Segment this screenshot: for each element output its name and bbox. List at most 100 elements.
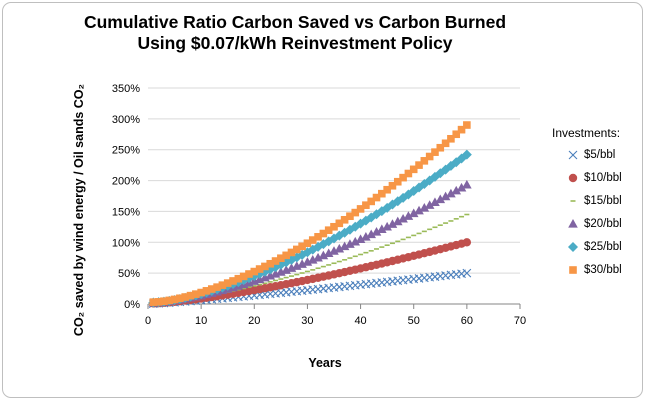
data-point [355,234,366,244]
x-axis-label: Years [308,356,342,370]
data-point [261,262,269,271]
data-point [250,267,259,276]
data-point [446,188,456,198]
data-point [356,205,365,213]
data-point [387,219,398,228]
data-point [218,281,227,289]
legend-label: $20/bbl [584,218,622,230]
data-point [346,212,354,221]
data-point [176,294,184,303]
data-point [314,233,322,241]
data-point [456,182,467,192]
x-tick-label: 30 [301,315,313,327]
data-point [457,125,466,134]
data-point [408,208,419,218]
data-point [377,224,387,234]
data-point [462,268,472,278]
legend-label: $15/bbl [584,195,622,207]
x-tick-label: 0 [145,315,151,327]
x-tick-label: 20 [248,315,260,327]
data-point [334,243,345,253]
data-point [324,226,333,234]
x-tick-label: 50 [408,315,420,327]
data-point [378,189,386,198]
legend-label: $5/bbl [584,149,616,161]
data-point [181,293,189,301]
data-point [404,169,413,178]
legend-marker [569,266,577,274]
data-point [350,236,361,246]
y-tick-label: 100% [112,237,140,249]
y-tick-label: 300% [112,114,140,126]
data-point [345,239,355,248]
data-point [223,279,232,287]
data-point [291,252,302,263]
data-point [303,239,312,248]
data-point [266,259,275,268]
data-point [335,219,344,228]
data-point [383,185,391,194]
data-point [298,242,306,251]
data-point [293,245,301,254]
x-tick-label: 60 [461,315,473,327]
data-point [447,134,455,143]
data-point [340,215,349,224]
data-point [436,143,445,152]
data-point [398,213,408,223]
legend-marker [568,242,578,252]
y-tick-label: 350% [112,83,140,95]
data-point [351,208,360,217]
y-axis-label: CO₂ saved by wind energy / Oil sands CO₂ [72,83,86,337]
legend-label: $25/bbl [584,241,622,253]
y-tick-label: 200% [112,176,140,188]
data-point [393,177,402,186]
data-point [461,149,472,160]
data-point [419,203,430,212]
x-tick-label: 10 [195,315,207,327]
data-point [415,161,423,169]
data-point [165,296,174,305]
data-point [361,231,371,241]
data-point [382,221,392,231]
chart-title: Cumulative Ratio Carbon Saved vs Carbon … [0,12,590,54]
series-25bbl [148,149,472,308]
data-point [207,285,216,293]
data-point [392,216,403,226]
data-point [366,229,376,239]
legend-label: $30/bbl [584,264,622,276]
data-point [229,277,237,285]
data-point [403,211,414,220]
data-point [149,298,158,306]
legend-marker-shape [568,150,578,160]
data-point [462,238,472,247]
data-point [186,291,195,300]
data-point [388,181,397,190]
data-point [420,157,429,165]
data-point [308,236,317,244]
chart-title-line-1: Cumulative Ratio Carbon Saved vs Carbon … [83,12,507,32]
legend-marker-shape [568,219,578,228]
data-point [330,222,338,231]
series-30bbl [149,121,471,306]
legend-marker [568,150,578,160]
data-point [430,197,440,207]
data-point [462,179,472,189]
data-point [319,229,328,238]
data-point [339,241,350,251]
data-point [372,193,381,202]
data-point [425,152,434,161]
chart-title-line-2: Using $0.07/kWh Reinvestment Policy [137,33,453,53]
data-point [160,297,168,306]
data-point [277,254,285,263]
data-point [440,191,451,201]
data-point [452,130,461,139]
data-point [441,139,450,148]
y-tick-label: 50% [118,268,140,280]
data-point [234,274,243,283]
data-point [154,298,163,306]
legend-marker-shape [568,173,578,183]
data-point [435,194,446,204]
legend-marker [568,173,578,183]
legend-marker-shape [569,266,577,274]
